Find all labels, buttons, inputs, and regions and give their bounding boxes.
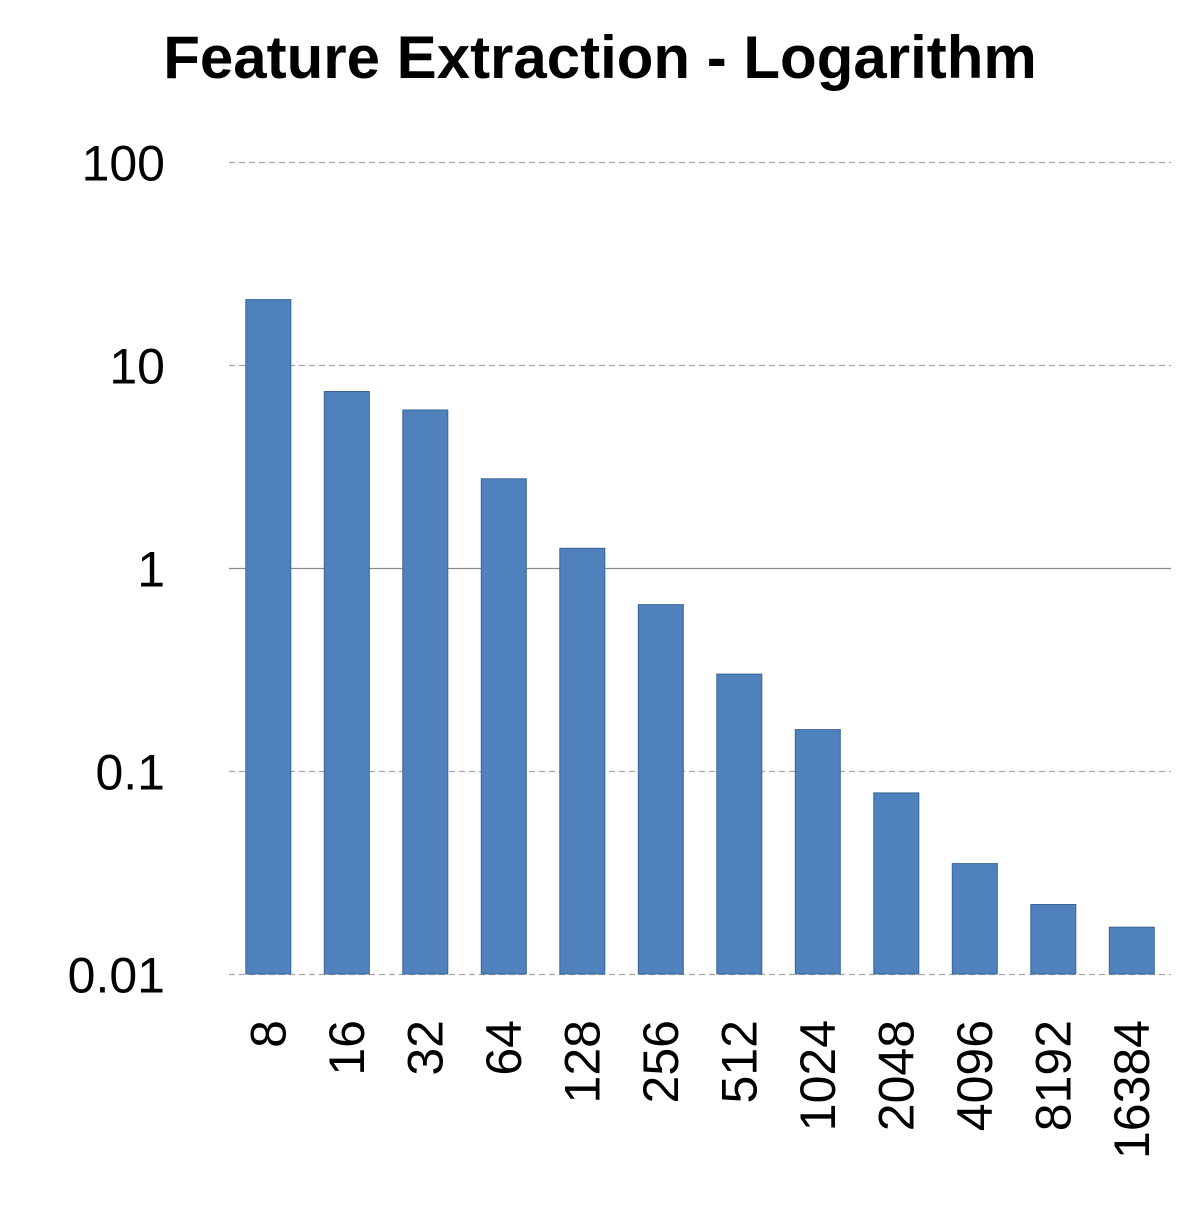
x-tick-label: 128 (554, 1020, 610, 1103)
x-tick-label: 64 (476, 1020, 532, 1076)
x-tick-label: 16 (319, 1020, 375, 1076)
y-tick-label: 10 (109, 339, 165, 395)
x-tick-label: 16384 (1104, 1020, 1160, 1159)
bars (245, 299, 1155, 975)
y-tick-label: 0.1 (95, 745, 165, 801)
y-axis-ticks: 100 10 1 0.1 0.01 (68, 136, 165, 1004)
x-axis-ticks: 8 16 32 64 128 256 512 1024 2048 4096 8192 16384 (240, 1020, 1160, 1159)
x-tick-label: 1024 (790, 1020, 846, 1131)
bar-16 (323, 391, 370, 975)
gridlines (229, 161, 1171, 976)
bar-16384 (1108, 926, 1155, 975)
bar-8192 (1030, 904, 1077, 975)
x-tick-label: 256 (633, 1020, 689, 1103)
x-tick-label: 4096 (947, 1020, 1003, 1131)
bar-32 (402, 409, 449, 975)
x-tick-label: 32 (397, 1020, 453, 1076)
x-tick-label: 8 (240, 1020, 296, 1048)
bar-2048 (873, 792, 920, 975)
bar-8 (245, 299, 292, 975)
chart-title: Feature Extraction - Logarithm (163, 24, 1036, 91)
bar-512 (716, 673, 763, 975)
x-tick-label: 512 (711, 1020, 767, 1103)
y-tick-label: 100 (82, 136, 165, 192)
bar-128 (559, 547, 606, 975)
y-tick-label: 0.01 (68, 948, 165, 1004)
x-tick-label: 8192 (1025, 1020, 1081, 1131)
y-tick-label: 1 (137, 542, 165, 598)
x-tick-label: 2048 (868, 1020, 924, 1131)
bar-4096 (951, 863, 998, 975)
bar-64 (480, 478, 527, 975)
bar-1024 (794, 729, 841, 975)
bar-256 (637, 604, 684, 975)
